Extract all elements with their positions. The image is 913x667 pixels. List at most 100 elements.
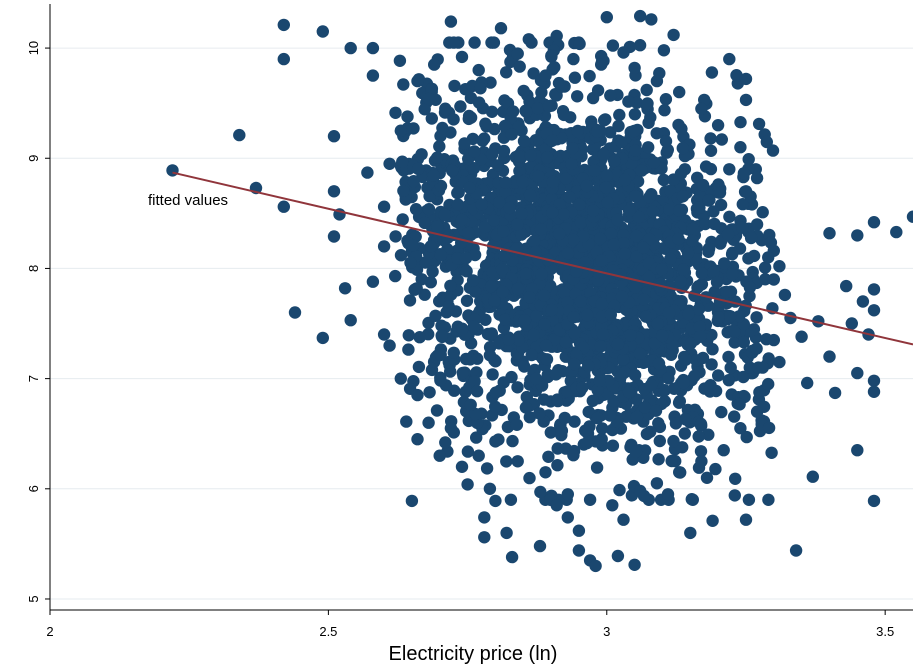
data-point	[361, 166, 374, 179]
cloud-point	[566, 142, 579, 155]
cloud-point	[657, 173, 670, 187]
cloud-point	[455, 213, 468, 227]
cloud-point	[728, 325, 741, 338]
data-point	[734, 422, 747, 435]
data-point	[617, 46, 630, 59]
y-tick-label: 6	[26, 485, 41, 492]
data-point	[812, 315, 825, 328]
data-point	[667, 28, 680, 42]
cloud-point	[704, 144, 718, 157]
cloud-point	[512, 120, 526, 133]
data-point	[634, 9, 647, 23]
cloud-point	[750, 311, 763, 324]
data-point	[166, 164, 179, 177]
data-point	[739, 72, 753, 86]
cloud-point	[523, 471, 536, 485]
cloud-point	[604, 308, 617, 321]
cloud-point	[667, 434, 680, 448]
cloud-point	[737, 370, 750, 384]
cloud-point	[492, 337, 506, 350]
cloud-point	[497, 144, 511, 158]
cloud-point	[611, 337, 625, 351]
cloud-point	[499, 176, 512, 189]
cloud-point	[431, 220, 444, 233]
cloud-point	[715, 405, 728, 419]
cloud-point	[425, 112, 438, 125]
data-point	[673, 466, 686, 479]
data-point	[739, 513, 753, 526]
cloud-point	[504, 55, 517, 69]
cloud-point	[722, 374, 735, 387]
cloud-point	[707, 266, 720, 279]
cloud-point	[730, 69, 743, 82]
cloud-point	[612, 119, 625, 133]
cloud-point	[696, 178, 710, 192]
cloud-point	[637, 241, 650, 254]
data-point	[840, 279, 853, 293]
cloud-point	[537, 289, 551, 302]
cloud-point	[737, 167, 751, 180]
cloud-point	[493, 196, 506, 209]
cloud-point	[617, 353, 630, 366]
cloud-point	[542, 100, 556, 113]
data-point	[595, 58, 608, 71]
cloud-point	[704, 379, 717, 392]
cloud-point	[558, 411, 571, 425]
cloud-point	[633, 347, 647, 360]
cloud-point	[475, 198, 488, 211]
data-point	[433, 449, 446, 462]
cloud-point	[720, 285, 733, 299]
cloud-point	[444, 365, 457, 378]
data-point	[845, 317, 858, 330]
cloud-point	[426, 265, 439, 278]
cloud-point	[766, 144, 780, 157]
cloud-point	[672, 396, 686, 409]
data-point	[377, 328, 391, 341]
cloud-point	[693, 320, 706, 333]
cloud-point	[456, 322, 469, 335]
cloud-point	[532, 170, 545, 183]
cloud-point	[587, 204, 600, 217]
cloud-point	[733, 398, 746, 411]
data-point	[628, 61, 641, 75]
cloud-point	[762, 352, 775, 365]
data-point	[277, 200, 290, 213]
data-point	[572, 544, 586, 557]
fit-line-label: fitted values	[148, 192, 228, 209]
cloud-point	[665, 454, 678, 468]
cloud-point	[545, 303, 558, 317]
cloud-point	[486, 368, 499, 381]
cloud-point	[470, 431, 483, 444]
cloud-point	[611, 213, 624, 227]
cloud-point	[643, 191, 656, 204]
cloud-point	[679, 413, 692, 426]
data-point	[734, 141, 747, 154]
cloud-point	[468, 36, 481, 49]
cloud-point	[545, 49, 558, 62]
data-point	[383, 157, 396, 170]
cloud-point	[551, 442, 564, 455]
cloud-point	[525, 348, 538, 362]
cloud-point	[705, 358, 718, 371]
cloud-point	[658, 104, 671, 117]
data-point	[756, 206, 769, 219]
data-point	[567, 52, 580, 66]
cloud-point	[667, 382, 681, 395]
data-point	[511, 455, 524, 468]
data-point	[344, 314, 357, 327]
data-point	[344, 41, 357, 55]
cloud-point	[404, 256, 417, 269]
cloud-point	[464, 398, 477, 411]
cloud-point	[436, 121, 449, 135]
cloud-point	[389, 230, 402, 243]
data-point	[455, 50, 469, 64]
y-tick-label: 8	[26, 265, 41, 272]
data-point	[455, 460, 469, 473]
cloud-point	[729, 472, 742, 485]
cloud-point	[396, 213, 409, 226]
cloud-point	[561, 247, 575, 260]
cloud-point	[470, 385, 484, 398]
data-point	[762, 377, 775, 391]
cloud-point	[674, 167, 688, 181]
data-point	[389, 269, 402, 283]
